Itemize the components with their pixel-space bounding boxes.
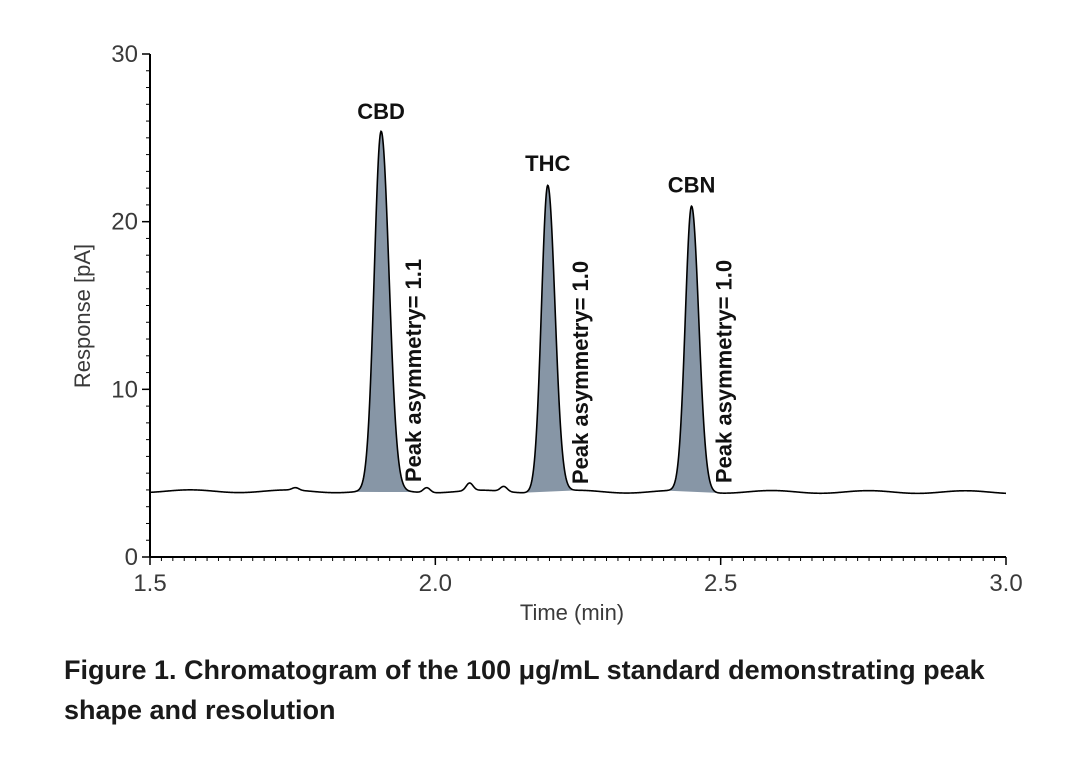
peak-fill-cbn (666, 206, 723, 494)
asymmetry-label-thc: Peak asymmetry= 1.0 (568, 261, 593, 484)
axis-major-ticks (142, 53, 1007, 565)
peak-fill-thc (522, 185, 580, 493)
y-tick-label: 20 (111, 209, 138, 236)
peak-labels: CBD THC CBN (357, 99, 715, 198)
peak-fills (353, 131, 723, 494)
y-tick-label: 10 (111, 376, 138, 403)
chromatogram-chart: 0 10 20 30 1.5 2.0 2.5 3.0 CBD THC CBN Peak asym… (70, 41, 1023, 625)
x-tick-label: 2.0 (419, 570, 452, 597)
chromatogram-trace (149, 130, 1007, 495)
x-tick-label: 2.5 (704, 570, 737, 597)
asymmetry-labels: Peak asymmetry= 1.1 Peak asymmetry= 1.0 Pe… (401, 259, 736, 484)
y-tick-labels: 0 10 20 30 (111, 41, 138, 571)
y-tick-label: 30 (111, 41, 138, 68)
x-tick-label: 3.0 (989, 570, 1022, 597)
x-axis-title: Time (min) (520, 600, 624, 625)
x-tick-labels: 1.5 2.0 2.5 3.0 (133, 570, 1022, 597)
asymmetry-label-cbn: Peak asymmetry= 1.0 (712, 260, 737, 483)
figure-caption: Figure 1. Chromatogram of the 100 μg/mL … (64, 655, 985, 725)
peak-label-cbd: CBD (357, 99, 405, 124)
y-tick-label: 0 (125, 544, 138, 571)
peak-fill-cbd (353, 131, 416, 493)
y-axis-title: Response [pA] (70, 244, 95, 388)
asymmetry-label-cbd: Peak asymmetry= 1.1 (401, 259, 426, 482)
peak-label-cbn: CBN (668, 173, 716, 198)
peak-label-thc: THC (525, 151, 570, 176)
x-tick-label: 1.5 (133, 570, 166, 597)
